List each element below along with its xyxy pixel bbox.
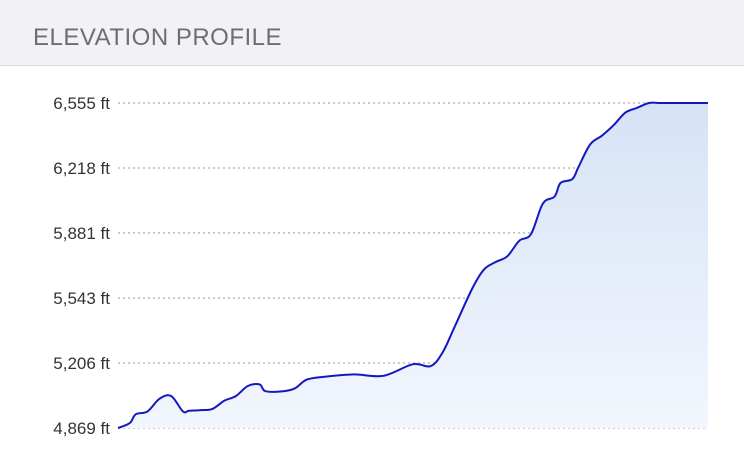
y-tick-label: 5,881 ft: [53, 224, 110, 243]
chart-header: ELEVATION PROFILE: [0, 0, 744, 66]
chart-header-title: ELEVATION PROFILE: [33, 24, 283, 51]
elevation-area: [118, 102, 708, 428]
y-tick-label: 4,869 ft: [53, 419, 110, 438]
elevation-line: [117, 101, 708, 429]
y-tick-label: 6,555 ft: [53, 94, 110, 113]
y-axis-tick-labels: 6,555 ft 6,218 ft 5,881 ft 5,543 ft 5,206 ft…: [53, 94, 110, 438]
y-tick-label: 5,206 ft: [53, 354, 110, 373]
y-tick-label: 6,218 ft: [53, 159, 110, 178]
y-tick-label: 5,543 ft: [53, 289, 110, 308]
